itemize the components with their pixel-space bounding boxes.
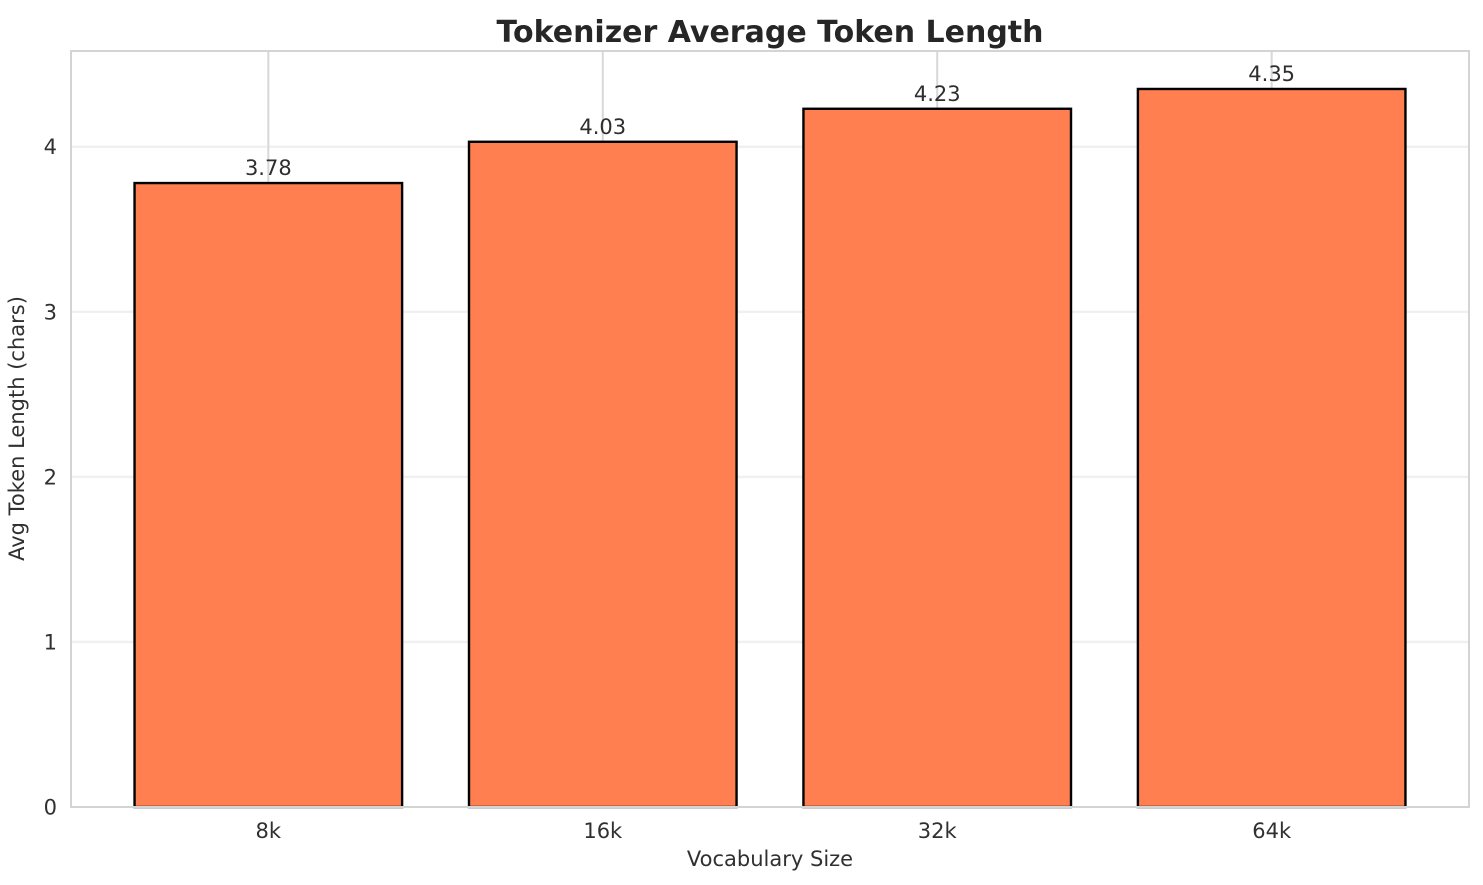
- y-axis-label: Avg Token Length (chars): [5, 296, 29, 561]
- labels-layer: 3.78 8k 4.03 16k 4.23 32k 4.35 64k 0 1 2 3 4: [44, 62, 1295, 843]
- bar: [467, 140, 738, 809]
- bar: [1136, 87, 1407, 809]
- bar-value-label: 4.35: [1248, 62, 1295, 86]
- y-tick-label: 4: [44, 135, 57, 159]
- x-tick-label: 8k: [256, 819, 282, 843]
- bar-value-label: 4.23: [914, 82, 961, 106]
- bar: [802, 107, 1073, 809]
- frame-layer: [70, 50, 1470, 808]
- plot-frame: [70, 50, 1470, 808]
- bar: [133, 181, 404, 809]
- y-tick-label: 0: [44, 796, 57, 820]
- y-tick-label: 2: [44, 465, 57, 489]
- x-tick-label: 32k: [918, 819, 958, 843]
- x-tick-label: 64k: [1252, 819, 1292, 843]
- y-tick-label: 3: [44, 300, 57, 324]
- x-tick-label: 16k: [583, 819, 623, 843]
- chart-title: Tokenizer Average Token Length: [496, 15, 1043, 50]
- bars-layer: [133, 87, 1407, 809]
- bar-value-label: 3.78: [245, 156, 292, 180]
- x-axis-label: Vocabulary Size: [687, 847, 853, 871]
- bar-value-label: 4.03: [579, 115, 626, 139]
- y-tick-label: 1: [44, 630, 57, 654]
